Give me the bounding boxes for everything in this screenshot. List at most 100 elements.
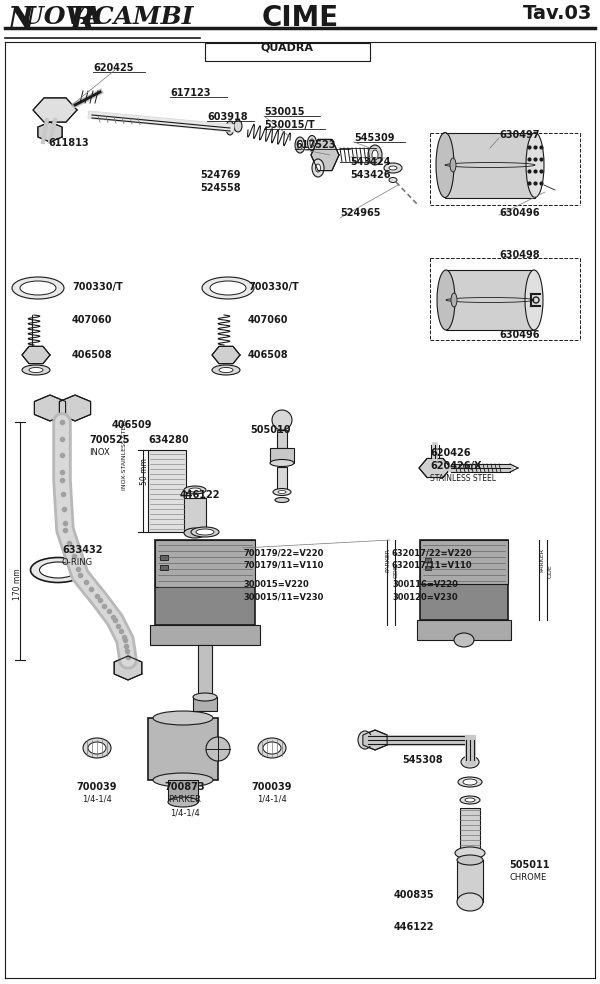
Text: 446122: 446122 (180, 490, 221, 500)
Ellipse shape (526, 133, 544, 198)
Polygon shape (22, 346, 50, 364)
Text: 632017/22=V220: 632017/22=V220 (392, 548, 473, 557)
Bar (270, 448, 294, 463)
Text: 300116=V220: 300116=V220 (392, 580, 458, 589)
Text: 300120=V230: 300120=V230 (392, 593, 458, 602)
Bar (198, 645, 212, 700)
Text: 630497: 630497 (499, 130, 539, 140)
Text: 446122: 446122 (394, 922, 434, 932)
Text: PARKER: PARKER (385, 548, 390, 572)
Bar (148, 450, 186, 532)
Ellipse shape (83, 738, 111, 758)
Bar (425, 558, 431, 562)
Ellipse shape (278, 490, 286, 494)
Text: ODE: ODE (548, 564, 553, 578)
Polygon shape (33, 97, 77, 122)
Ellipse shape (461, 756, 479, 768)
Polygon shape (114, 656, 142, 680)
Bar (168, 780, 198, 802)
Text: 300015=V220: 300015=V220 (243, 580, 309, 589)
Ellipse shape (273, 488, 291, 496)
Polygon shape (59, 395, 91, 421)
Ellipse shape (210, 281, 246, 295)
Text: CIME: CIME (262, 4, 338, 32)
Ellipse shape (168, 797, 198, 807)
Text: 620425: 620425 (93, 63, 133, 73)
Ellipse shape (436, 133, 454, 198)
Bar (155, 540, 255, 586)
Ellipse shape (29, 367, 43, 373)
Ellipse shape (457, 893, 483, 911)
Ellipse shape (263, 742, 281, 754)
Ellipse shape (275, 498, 289, 503)
Ellipse shape (191, 527, 219, 537)
Text: 505010: 505010 (250, 425, 290, 435)
Ellipse shape (298, 141, 302, 150)
Text: UOVA: UOVA (22, 5, 110, 29)
Ellipse shape (219, 367, 233, 373)
Text: 407060: 407060 (248, 315, 289, 325)
Text: ODE: ODE (394, 564, 399, 578)
Ellipse shape (310, 139, 314, 147)
Bar (155, 540, 255, 625)
Text: 1/4-1/4: 1/4-1/4 (257, 795, 287, 804)
Text: 530015: 530015 (264, 107, 305, 117)
Ellipse shape (153, 773, 213, 787)
Ellipse shape (368, 145, 382, 165)
Ellipse shape (189, 488, 201, 492)
Text: 700330/T: 700330/T (72, 282, 123, 292)
Text: 406509: 406509 (112, 420, 152, 430)
Ellipse shape (22, 365, 50, 375)
Ellipse shape (372, 150, 378, 160)
Text: 524965: 524965 (340, 208, 380, 218)
Text: R: R (70, 5, 95, 36)
Text: ICAMBI: ICAMBI (83, 5, 194, 29)
Ellipse shape (295, 137, 305, 153)
Text: 633432: 633432 (62, 545, 103, 555)
Ellipse shape (88, 742, 106, 754)
Ellipse shape (226, 121, 234, 135)
Ellipse shape (40, 562, 77, 578)
Ellipse shape (316, 164, 320, 172)
Bar (445, 133, 535, 198)
Ellipse shape (20, 281, 56, 295)
Text: 632017/11=V110: 632017/11=V110 (392, 561, 473, 570)
Text: 700039: 700039 (252, 782, 292, 792)
Text: CHROME: CHROME (509, 873, 546, 882)
Ellipse shape (525, 270, 543, 330)
Polygon shape (363, 730, 387, 750)
Bar (460, 808, 480, 853)
Text: 700039: 700039 (77, 782, 117, 792)
Text: 543424: 543424 (350, 157, 391, 167)
Ellipse shape (450, 158, 456, 172)
Ellipse shape (202, 277, 254, 299)
Text: 620426/X: 620426/X (430, 461, 482, 471)
Bar (425, 566, 431, 570)
Text: 524558: 524558 (200, 183, 241, 193)
Text: 700179/22=V220: 700179/22=V220 (243, 548, 323, 557)
Text: 406508: 406508 (248, 350, 289, 360)
Bar (184, 498, 206, 533)
Ellipse shape (463, 779, 477, 785)
Ellipse shape (196, 529, 214, 535)
Ellipse shape (457, 855, 483, 865)
Ellipse shape (460, 796, 480, 804)
Ellipse shape (12, 277, 64, 299)
Bar (205, 43, 370, 61)
Ellipse shape (458, 777, 482, 787)
Text: INOX: INOX (89, 448, 110, 457)
Ellipse shape (212, 365, 240, 375)
Bar (417, 620, 511, 640)
Text: 545308: 545308 (402, 755, 443, 765)
Ellipse shape (184, 486, 206, 494)
Bar (277, 430, 287, 448)
Ellipse shape (270, 460, 294, 466)
Text: 630498: 630498 (499, 250, 539, 260)
Text: O-RING: O-RING (62, 558, 93, 567)
Text: 603918: 603918 (207, 112, 248, 122)
Text: 50 mm: 50 mm (140, 459, 149, 485)
Text: 630496: 630496 (499, 330, 539, 340)
Polygon shape (212, 346, 240, 364)
Text: 300015/11=V230: 300015/11=V230 (243, 593, 323, 602)
Ellipse shape (184, 528, 206, 538)
